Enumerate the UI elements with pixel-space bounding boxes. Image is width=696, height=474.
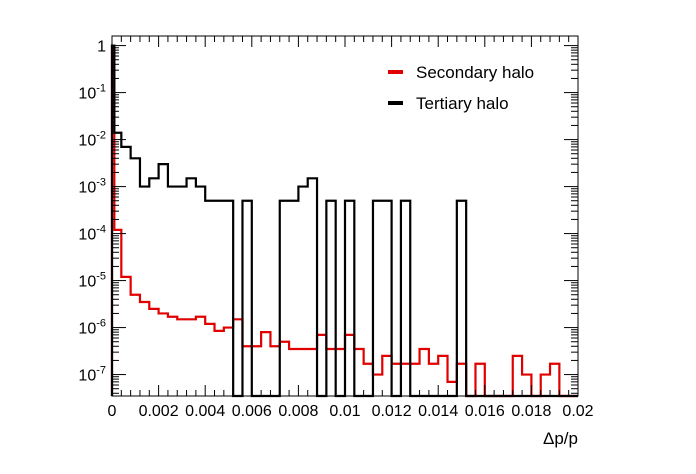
legend-label-secondary-halo: Secondary halo (416, 63, 534, 82)
x-tick-label: 0.02 (562, 403, 593, 420)
y-tick-label: 10-4 (78, 224, 106, 244)
y-tick-label: 10-5 (78, 271, 106, 291)
x-tick-label: 0.018 (511, 403, 551, 420)
y-tick-label: 10-7 (78, 365, 106, 385)
x-tick-label: 0.006 (232, 403, 272, 420)
y-axis: 1 10-1 10-2 10-3 10-4 10-5 10-6 10-7 (78, 39, 578, 394)
x-tick-label: 0.014 (418, 403, 458, 420)
y-tick-label: 10-3 (78, 177, 106, 197)
legend: Secondary halo Tertiary halo (388, 63, 534, 113)
x-axis: 0 0.002 0.004 0.006 0.008 0.01 0.012 0.014 0.016… (108, 36, 594, 420)
legend-label-tertiary-halo: Tertiary halo (416, 94, 509, 113)
y-tick-label: 10-1 (78, 83, 106, 103)
x-tick-label: 0.016 (465, 403, 505, 420)
x-tick-label: 0.002 (139, 403, 179, 420)
y-tick-label: 10-6 (78, 318, 106, 338)
x-tick-label: 0.004 (185, 403, 225, 420)
x-axis-title: Δp/p (543, 429, 578, 448)
x-tick-label: 0 (108, 403, 117, 420)
series-tertiary-halo (110, 44, 578, 398)
series-line-tertiary-halo (110, 44, 578, 398)
x-tick-label: 0.01 (329, 403, 360, 420)
series-layer (110, 44, 578, 398)
x-tick-label: 0.012 (372, 403, 412, 420)
y-tick-label: 1 (97, 39, 106, 56)
x-tick-label: 0.008 (278, 403, 318, 420)
y-tick-label: 10-2 (78, 130, 106, 150)
